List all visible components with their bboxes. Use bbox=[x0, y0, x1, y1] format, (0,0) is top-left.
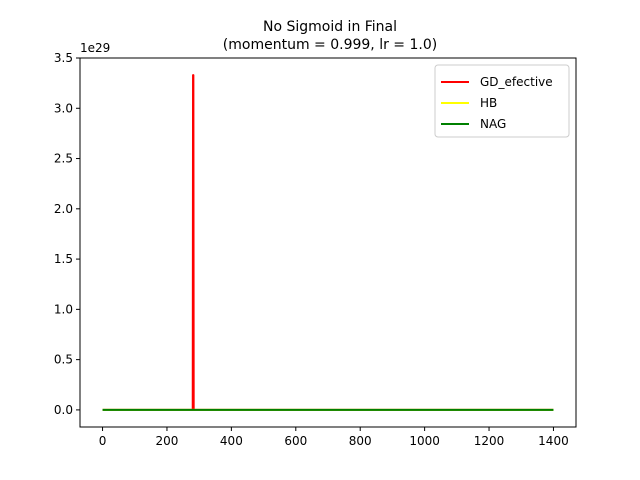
y-tick-label: 3.0 bbox=[54, 101, 73, 115]
x-tick-label: 1000 bbox=[409, 434, 440, 448]
series-layer bbox=[102, 74, 554, 411]
legend-label: HB bbox=[480, 96, 497, 110]
x-tick-label: 1400 bbox=[538, 434, 569, 448]
x-tick-label: 600 bbox=[284, 434, 307, 448]
ticks-layer: 0 200 400 600 800 1000 1200 1400 0.0 0.5 1.0 1.5 2.0… bbox=[54, 51, 569, 448]
y-tick-label: 1.0 bbox=[54, 302, 73, 316]
legend-label: NAG bbox=[480, 117, 506, 131]
x-tick-label: 1200 bbox=[474, 434, 505, 448]
chart-title-line2: (momentum = 0.999, lr = 1.0) bbox=[223, 37, 437, 53]
y-tick-label: 2.5 bbox=[54, 152, 73, 166]
y-tick-label: 0.5 bbox=[54, 353, 73, 367]
y-tick-label: 0.0 bbox=[54, 403, 73, 417]
legend: GD_efective HB NAG bbox=[434, 64, 570, 138]
y-tick-label: 1.5 bbox=[54, 252, 73, 266]
plot-frame bbox=[79, 57, 577, 428]
y-tick-label: 3.5 bbox=[54, 51, 73, 65]
y-tick-label: 2.0 bbox=[54, 202, 73, 216]
x-tick-label: 400 bbox=[220, 434, 243, 448]
y-offset-label: 1e29 bbox=[80, 41, 110, 55]
x-tick-label: 200 bbox=[156, 434, 179, 448]
chart-title-line1: No Sigmoid in Final bbox=[263, 19, 397, 35]
legend-label: GD_efective bbox=[480, 75, 553, 89]
x-tick-label: 0 bbox=[99, 434, 107, 448]
x-tick-label: 800 bbox=[349, 434, 372, 448]
